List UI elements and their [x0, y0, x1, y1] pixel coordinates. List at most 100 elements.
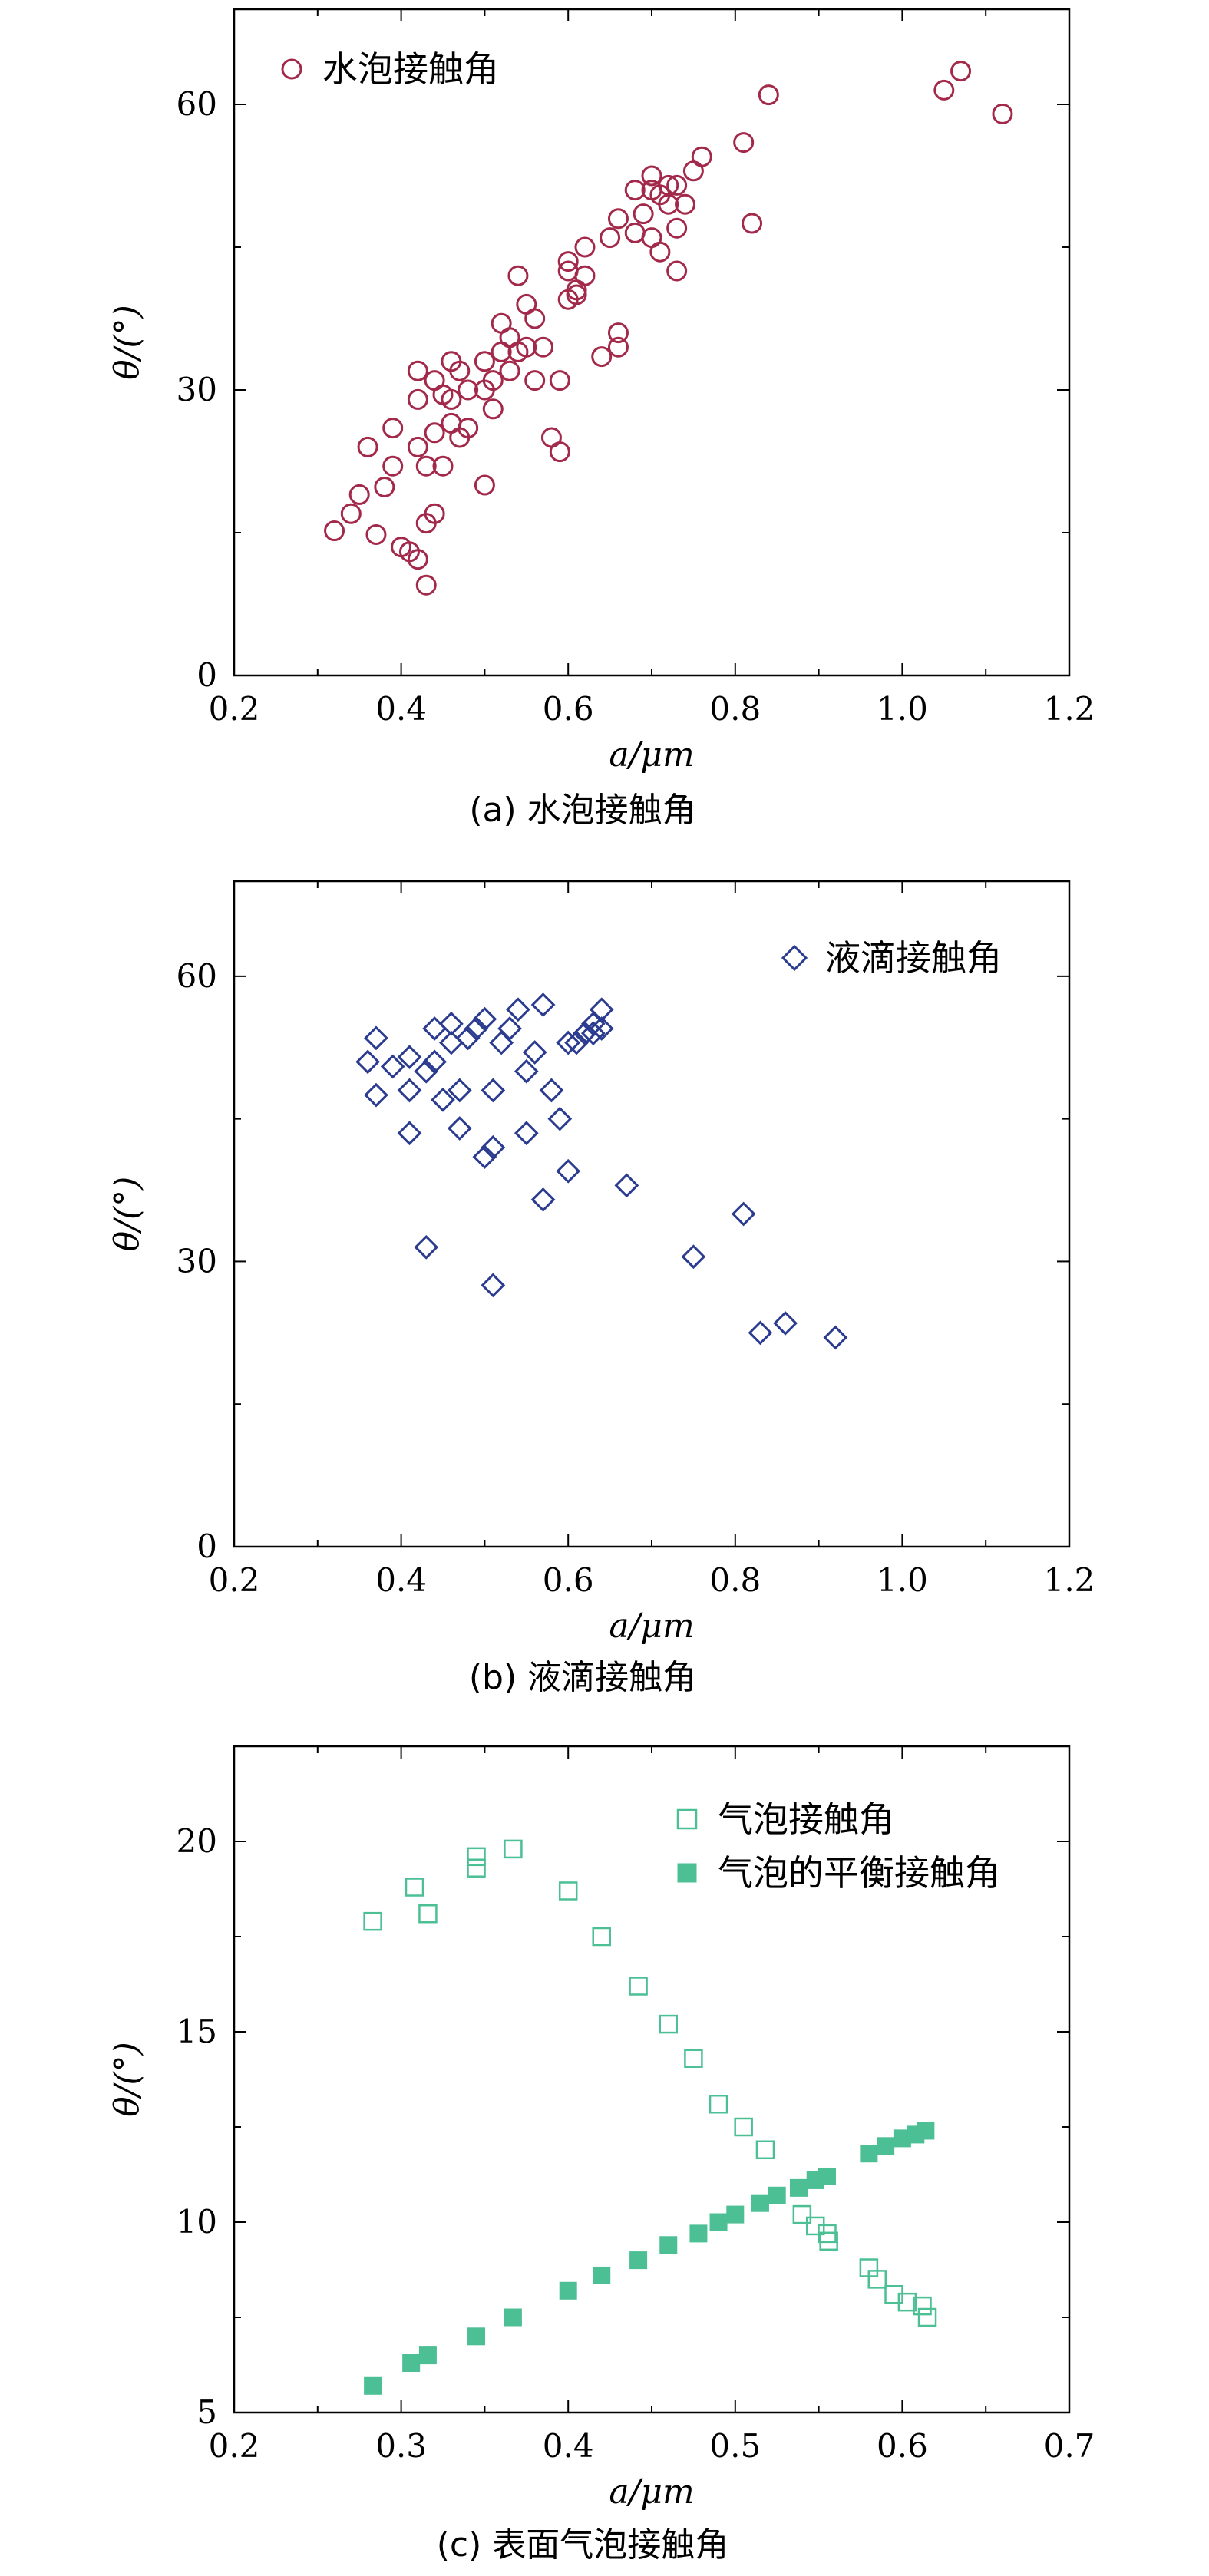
x-tick-label: 0.6 — [543, 1561, 594, 1599]
data-point — [432, 455, 454, 477]
data-point — [397, 1121, 422, 1146]
data-point — [481, 1273, 506, 1298]
x-tick-label: 1.0 — [877, 1561, 928, 1599]
data-point — [593, 2266, 611, 2284]
data-point — [439, 1011, 464, 1036]
data-point — [600, 227, 621, 249]
legend-label: 气泡的平衡接触角 — [718, 1852, 1000, 1894]
data-point — [497, 1016, 522, 1041]
legend-marker — [677, 1863, 697, 1883]
data-point — [431, 1088, 455, 1112]
data-point — [666, 217, 688, 239]
data-point — [913, 2296, 932, 2316]
series-1 — [364, 2122, 935, 2395]
y-tick-label: 0 — [197, 656, 217, 694]
data-point — [823, 1325, 848, 1350]
y-tick-label: 20 — [177, 1822, 217, 1860]
data-point — [415, 455, 437, 477]
data-point — [658, 193, 679, 215]
data-point — [467, 1858, 486, 1878]
series-0 — [363, 1839, 937, 2327]
data-point — [380, 1054, 405, 1079]
data-point — [489, 1030, 514, 1055]
data-point — [748, 1320, 773, 1346]
data-point — [482, 370, 504, 391]
data-point — [607, 208, 629, 230]
data-point — [566, 284, 587, 305]
data-point — [641, 227, 662, 249]
data-point — [641, 165, 662, 187]
data-point — [397, 1045, 422, 1070]
data-point — [524, 308, 546, 329]
data-point — [917, 2307, 937, 2327]
data-point — [758, 84, 779, 106]
data-point — [659, 2236, 678, 2254]
data-point — [751, 2194, 769, 2212]
x-tick-label: 1.0 — [877, 690, 928, 728]
data-point — [449, 360, 471, 381]
x-axis-label: a/μm — [609, 2472, 694, 2512]
data-point — [374, 476, 395, 497]
y-axis-label: θ/(°) — [107, 2042, 147, 2117]
data-point — [340, 503, 362, 524]
data-point — [441, 388, 462, 410]
chart-panel-1: 0.2 0.4 0.6 0.8 1.0 1.2 0 30 60 a/μm θ/(°) 液滴接触角 (b)… — [107, 880, 1095, 1697]
data-point — [455, 1025, 481, 1051]
data-point — [917, 2122, 935, 2140]
data-point — [467, 2327, 486, 2346]
data-point — [382, 418, 404, 439]
x-tick-label: 0.6 — [877, 2427, 928, 2465]
y-axis-label: θ/(°) — [107, 305, 147, 380]
data-point — [458, 418, 479, 439]
data-point — [516, 336, 537, 358]
data-point — [589, 1016, 614, 1041]
data-point — [559, 2281, 577, 2300]
data-point — [614, 1173, 639, 1198]
data-point — [447, 1116, 472, 1141]
data-point — [514, 1058, 539, 1084]
x-axis-label: a/μm — [609, 1607, 694, 1646]
data-point — [860, 2145, 878, 2163]
data-point — [467, 1847, 486, 1867]
y-tick-label: 0 — [197, 1527, 217, 1565]
data-point — [382, 455, 404, 477]
data-point — [516, 293, 537, 315]
y-tick-label: 15 — [177, 2013, 217, 2050]
x-tick-label: 1.2 — [1044, 690, 1095, 728]
data-point — [607, 322, 629, 344]
data-point — [589, 997, 614, 1022]
data-point — [499, 360, 520, 381]
data-point — [464, 1016, 489, 1041]
data-point — [524, 370, 546, 391]
legend-label: 液滴接触角 — [825, 937, 1002, 979]
data-point — [684, 2049, 703, 2068]
data-point — [424, 503, 445, 524]
data-point — [407, 436, 428, 457]
data-point — [556, 1030, 581, 1055]
x-tick-label: 0.4 — [375, 690, 427, 728]
y-tick-label: 30 — [177, 371, 217, 408]
data-point — [564, 1030, 589, 1055]
data-point — [681, 1244, 706, 1270]
data-point — [474, 474, 495, 496]
data-point — [540, 427, 562, 448]
data-point — [424, 422, 445, 444]
data-point — [424, 370, 445, 391]
plot-frame — [233, 1745, 1071, 2414]
data-point — [364, 2376, 382, 2395]
data-point — [348, 484, 370, 505]
y-tick-label: 10 — [177, 2203, 217, 2241]
figure-caption: (c) 表面气泡接触角 — [437, 2525, 729, 2564]
data-point — [458, 379, 479, 401]
data-point — [504, 2308, 522, 2327]
data-point — [574, 265, 596, 286]
data-point — [768, 2186, 786, 2204]
data-point — [789, 2178, 808, 2197]
figure-caption: (a) 水泡接触角 — [469, 791, 695, 830]
data-point — [649, 241, 671, 263]
legend-label: 气泡接触角 — [718, 1798, 894, 1840]
data-point — [733, 132, 755, 154]
data-point — [405, 1878, 424, 1897]
data-point — [773, 1311, 798, 1336]
